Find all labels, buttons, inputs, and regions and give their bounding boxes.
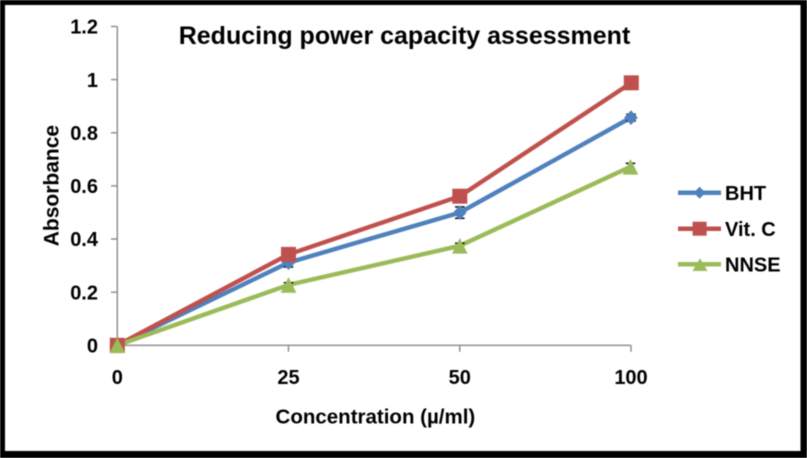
svg-text:BHT: BHT [725,183,766,205]
svg-text:100: 100 [614,367,647,389]
svg-text:Vit. C: Vit. C [725,219,776,241]
svg-text:Concentration (µ/ml): Concentration (µ/ml) [276,406,476,429]
svg-text:Absorbance: Absorbance [41,125,64,246]
svg-text:1: 1 [87,70,98,92]
svg-text:0.2: 0.2 [70,282,98,304]
svg-text:0.4: 0.4 [70,229,99,251]
svg-text:0.8: 0.8 [70,123,98,145]
svg-text:25: 25 [277,367,299,389]
svg-text:Reducing power capacity assess: Reducing power capacity assessment [179,22,631,50]
svg-text:NNSE: NNSE [725,254,781,276]
svg-text:1.2: 1.2 [70,17,98,39]
svg-text:0: 0 [87,336,98,358]
svg-text:0: 0 [112,367,123,389]
svg-text:0.6: 0.6 [70,176,98,198]
svg-text:50: 50 [449,367,471,389]
